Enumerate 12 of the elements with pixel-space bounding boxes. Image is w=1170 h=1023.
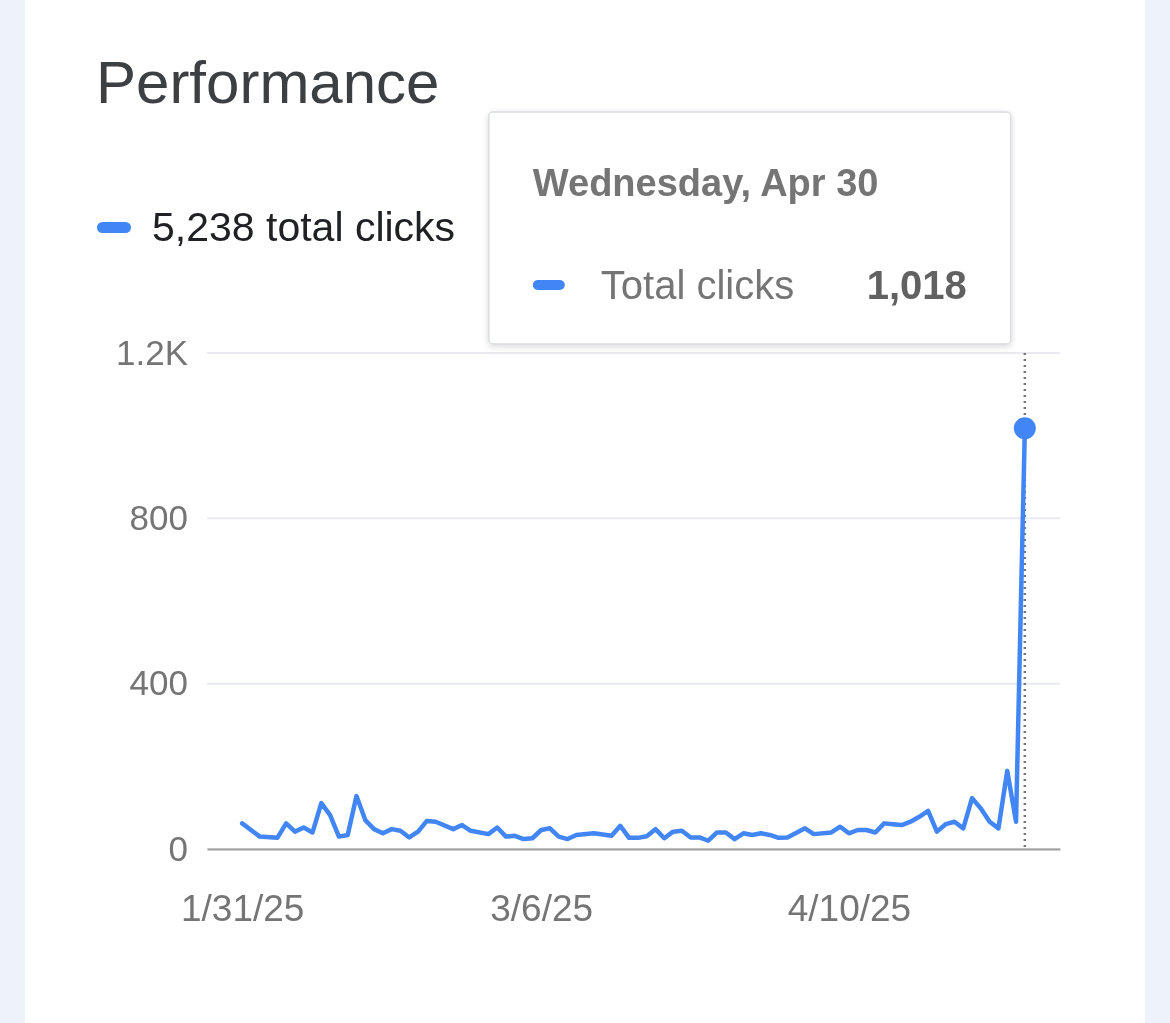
y-tick-label: 0 [168, 828, 188, 868]
x-tick-label: 1/31/25 [180, 888, 305, 930]
y-tick-label: 1.2K [116, 332, 188, 372]
legend-label: 5,238 total clicks [152, 204, 456, 250]
y-tick-label: 400 [129, 663, 188, 703]
x-tick-label: 4/10/25 [787, 888, 912, 930]
text: Wednesday, Apr 30 [532, 162, 879, 204]
chart-title: Performance [96, 49, 440, 116]
text: Total clicks [600, 263, 795, 307]
text: 1,018 [866, 263, 967, 307]
x-tick-label: 3/6/25 [490, 888, 594, 930]
y-tick-label: 800 [129, 498, 188, 538]
